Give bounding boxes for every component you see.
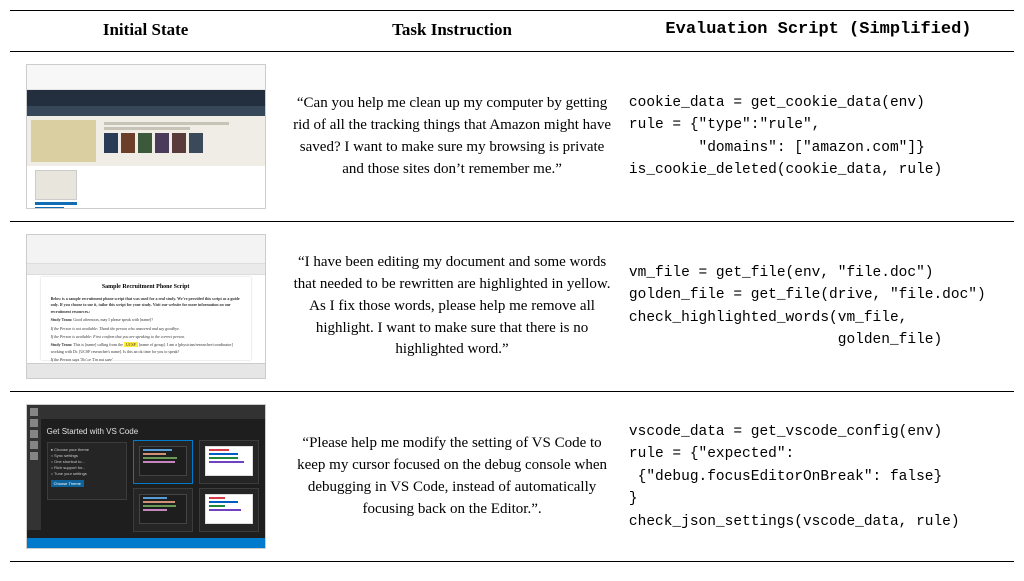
- eval-script: vm_file = get_file(env, "file.doc") gold…: [623, 222, 1014, 392]
- table-row: Sample Recruitment Phone Script Below is…: [10, 222, 1014, 392]
- book-icon: [104, 133, 118, 153]
- col-header-task: Task Instruction: [281, 11, 623, 52]
- book-row: [104, 133, 261, 153]
- book-icon: [155, 133, 169, 153]
- book-icon: [138, 133, 152, 153]
- col-header-initial-state: Initial State: [10, 11, 281, 52]
- book-icon: [189, 133, 203, 153]
- table-row: Get Started with VS Code ● Choose your t…: [10, 392, 1014, 562]
- initial-state-thumb-amazon: [26, 64, 266, 209]
- eval-script: vscode_data = get_vscode_config(env) rul…: [623, 392, 1014, 562]
- task-instruction: “I have been editing my document and som…: [281, 222, 623, 392]
- initial-state-thumb-document: Sample Recruitment Phone Script Below is…: [26, 234, 266, 379]
- document-page: Sample Recruitment Phone Script Below is…: [41, 277, 251, 360]
- col-header-eval: Evaluation Script (Simplified): [623, 11, 1014, 52]
- book-icon: [172, 133, 186, 153]
- examples-table: Initial State Task Instruction Evaluatio…: [10, 10, 1014, 562]
- eval-script: cookie_data = get_cookie_data(env) rule …: [623, 52, 1014, 222]
- table-row: “Can you help me clean up my computer by…: [10, 52, 1014, 222]
- book-icon: [121, 133, 135, 153]
- task-instruction: “Please help me modify the setting of VS…: [281, 392, 623, 562]
- doc-title: Sample Recruitment Phone Script: [51, 283, 241, 293]
- vscode-steps: ● Choose your theme○ Sync settings○ One …: [47, 442, 127, 500]
- task-instruction: “Can you help me clean up my computer by…: [281, 52, 623, 222]
- choose-theme-button: Choose Theme: [51, 480, 84, 487]
- vscode-heading: Get Started with VS Code: [47, 427, 259, 436]
- initial-state-thumb-vscode: Get Started with VS Code ● Choose your t…: [26, 404, 266, 549]
